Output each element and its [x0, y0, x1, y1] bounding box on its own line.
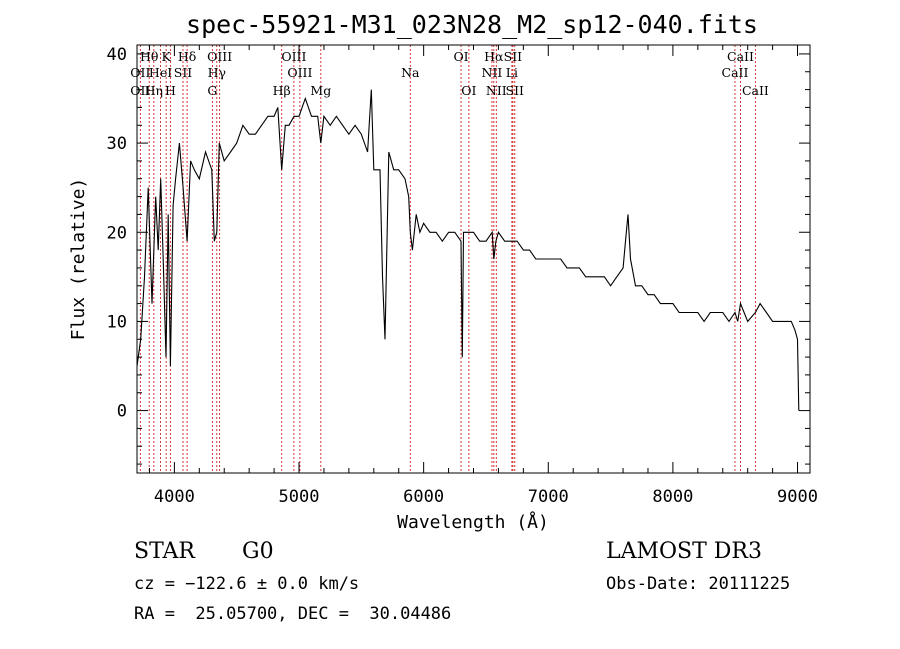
spectrum-series-line	[136, 89, 800, 411]
line-label-9: OIII	[207, 49, 232, 64]
line-label-10: Hγ	[208, 65, 226, 80]
y-tick-label: 10	[107, 312, 127, 332]
line-label-18: OI	[461, 83, 476, 98]
line-label-27: CaII	[742, 83, 769, 98]
x-tick-label: 5000	[279, 487, 320, 507]
emission-line-markers	[139, 45, 756, 473]
line-label-11: G	[207, 83, 217, 98]
x-tick-label: 8000	[652, 487, 693, 507]
line-label-15: Mg	[310, 83, 331, 98]
line-label-4: HeI	[149, 65, 172, 80]
plot-frame	[136, 44, 811, 474]
x-axis: 4000 5000 6000 7000 8000 9000	[148, 45, 818, 507]
redshift-text: cz = −122.6 ± 0.0 km/s	[134, 574, 360, 594]
line-label-23: Li	[506, 65, 518, 80]
line-label-2: OII	[130, 83, 150, 98]
line-label-6: H	[165, 83, 176, 98]
line-label-0: Hθ	[140, 49, 158, 64]
line-label-22: SII	[504, 49, 523, 64]
y-tick-label: 40	[107, 45, 127, 65]
y-tick-label: 0	[117, 402, 127, 422]
line-label-7: SII	[174, 65, 193, 80]
object-subclass: G0	[242, 539, 274, 564]
survey-name: LAMOST DR3	[606, 539, 762, 564]
x-tick-label: 6000	[403, 487, 444, 507]
x-tick-label: 7000	[528, 487, 569, 507]
line-label-21: NII	[486, 83, 507, 98]
object-class: STAR	[134, 539, 195, 564]
line-label-3: Hη	[145, 83, 163, 98]
line-label-24: SII	[506, 83, 525, 98]
x-tick-label: 4000	[154, 487, 195, 507]
y-axis: 0 10 20 30 40	[107, 45, 810, 465]
y-tick-label: 30	[107, 134, 127, 154]
line-label-20: NII	[482, 65, 503, 80]
line-label-26: CaII	[722, 65, 749, 80]
line-label-25: CaII	[727, 49, 754, 64]
obs-date: Obs-Date: 20111225	[606, 574, 791, 594]
line-label-16: Na	[401, 65, 420, 80]
x-tick-label: 9000	[777, 487, 818, 507]
y-axis-label: Flux (relative)	[68, 178, 89, 341]
line-label-12: Hβ	[273, 83, 291, 98]
line-label-19: Hα	[484, 49, 504, 64]
x-axis-label: Wavelength (Å)	[397, 511, 549, 533]
coordinates: RA = 25.05700, DEC = 30.04486	[134, 604, 452, 624]
line-label-1: OII	[130, 65, 150, 80]
chart-title: spec-55921-M31_023N28_M2_sp12-040.fits	[186, 10, 758, 39]
line-label-17: OI	[453, 49, 468, 64]
y-tick-label: 20	[107, 223, 127, 243]
line-label-5: K	[161, 49, 171, 64]
line-label-8: Hδ	[178, 49, 196, 64]
line-label-14: OIII	[287, 65, 312, 80]
line-label-13: OIII	[281, 49, 306, 64]
